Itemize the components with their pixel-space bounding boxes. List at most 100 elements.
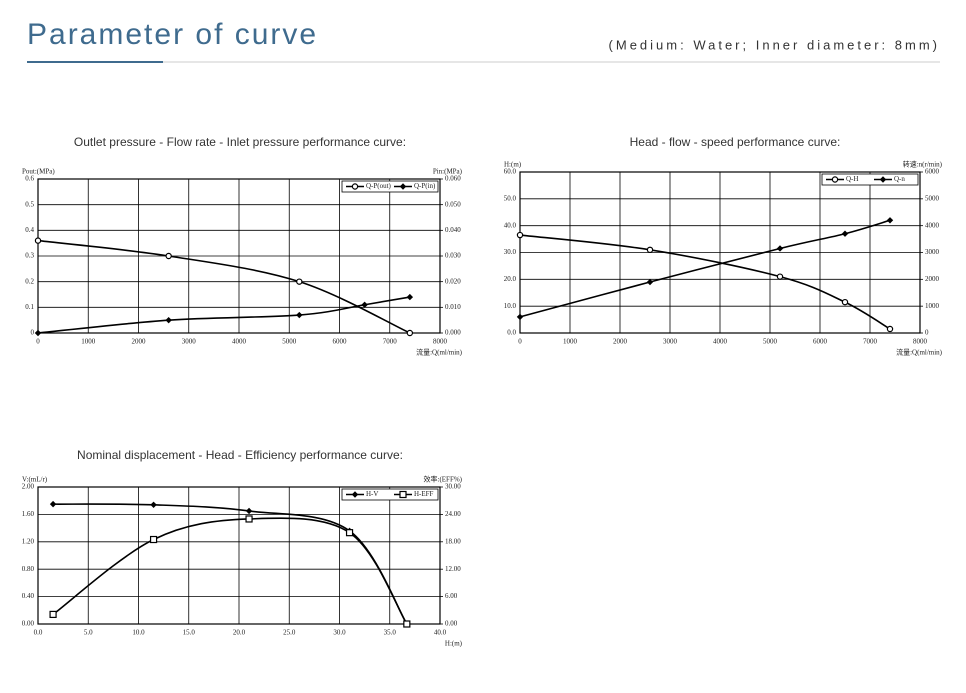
point (516, 231, 524, 239)
point (49, 500, 57, 508)
x-tick-label: 1000 (563, 338, 578, 346)
x-tick-label: 3000 (663, 338, 678, 346)
point (245, 507, 253, 515)
point (245, 515, 253, 523)
y2-axis-label: 效率:(EFF%) (424, 475, 463, 484)
y-tick-label: 0.0 (507, 329, 516, 337)
point (886, 217, 894, 224)
point (516, 313, 524, 321)
y2-tick-label: 5000 (925, 194, 940, 202)
y-tick-label: 20.0 (504, 275, 517, 283)
y-tick-label: 0 (31, 329, 35, 337)
x-tick-label: 8000 (913, 338, 928, 346)
y-tick-label: 0.00 (22, 620, 35, 628)
legend-label: Q-P(out) (366, 182, 392, 190)
y-tick-label: 0.6 (25, 175, 34, 183)
x-tick-label: 8000 (433, 338, 448, 346)
point (403, 620, 411, 628)
y-tick-label: 2.00 (22, 483, 35, 491)
legend-box (821, 173, 919, 186)
point (841, 230, 849, 237)
x-axis-label: H:(m) (445, 640, 463, 648)
x-tick-label: 20.0 (233, 629, 246, 637)
legend-label: H-V (366, 490, 378, 498)
y2-tick-label: 0.040 (445, 226, 461, 234)
y2-axis-label: Pin:(MPa) (433, 168, 463, 176)
point (34, 237, 42, 244)
x-tick-label: 2000 (613, 338, 628, 346)
point (165, 252, 172, 260)
y2-tick-label: 3000 (925, 248, 940, 256)
y-tick-label: 1.20 (22, 537, 35, 545)
point (776, 273, 784, 280)
y2-tick-label: 0.00 (445, 620, 458, 628)
legend-marker (831, 176, 839, 183)
x-tick-label: 0 (36, 338, 40, 346)
series-line (37, 239, 411, 334)
legend-marker (879, 176, 887, 183)
y-tick-label: 0.5 (25, 200, 34, 208)
point (361, 301, 368, 308)
y2-tick-label: 0.000 (445, 329, 461, 337)
x-tick-label: 5.0 (84, 629, 93, 637)
legend-box (341, 180, 439, 193)
legend-marker (351, 491, 359, 498)
point (165, 316, 172, 324)
y-axis-label: H:(m) (504, 161, 522, 169)
series-line (53, 503, 408, 625)
x-tick-label: 7000 (863, 338, 878, 346)
y2-tick-label: 1000 (925, 302, 940, 310)
x-tick-label: 5000 (763, 338, 778, 346)
point (296, 278, 303, 285)
legend-box (341, 488, 439, 501)
point (646, 278, 654, 286)
x-axis-label: 流量:Q(ml/min) (416, 348, 463, 357)
y-axis-label: Pout:(MPa) (22, 168, 55, 176)
legend-marker (399, 183, 407, 190)
y-tick-label: 30.0 (504, 248, 517, 256)
y2-tick-label: 18.00 (445, 537, 461, 545)
point (886, 325, 894, 333)
y2-tick-label: 0.030 (445, 252, 461, 260)
point (49, 610, 57, 619)
point (150, 501, 157, 509)
x-tick-label: 15.0 (183, 629, 196, 637)
y-axis-label: V:(mL/r) (22, 476, 48, 484)
y-tick-label: 50.0 (504, 194, 517, 202)
x-tick-label: 0 (518, 338, 522, 346)
x-tick-label: 25.0 (283, 629, 296, 637)
y-tick-label: 0.2 (25, 277, 34, 285)
y-tick-label: 0.40 (22, 592, 35, 600)
x-tick-label: 35.0 (384, 629, 397, 637)
page-title: Parameter of curve (27, 18, 318, 51)
x-tick-label: 7000 (383, 338, 398, 346)
point (406, 293, 414, 301)
point (406, 329, 414, 337)
y2-tick-label: 24.00 (445, 510, 461, 518)
series-line (37, 296, 410, 334)
point (34, 329, 42, 337)
legend-label: Q-n (894, 175, 905, 183)
page-subtitle: (Medium: Water; Inner diameter: 8mm) (609, 37, 940, 52)
y2-tick-label: 6000 (925, 168, 940, 176)
series-line (519, 219, 891, 318)
point (646, 246, 654, 254)
y-tick-label: 0.1 (25, 303, 34, 311)
legend-marker (399, 490, 407, 499)
legend-label: H-EFF (414, 490, 434, 498)
x-tick-label: 40.0 (434, 629, 447, 637)
chart-title: Outlet pressure - Flow rate - Inlet pres… (74, 135, 406, 149)
y2-tick-label: 0 (925, 329, 929, 337)
y-tick-label: 0.4 (25, 226, 34, 234)
x-tick-label: 10.0 (132, 629, 145, 637)
x-tick-label: 6000 (333, 338, 348, 346)
y2-tick-label: 6.00 (445, 592, 458, 600)
y2-axis-label: 转速:n(r/min) (903, 160, 943, 169)
y2-tick-label: 0.050 (445, 200, 461, 208)
y2-tick-label: 0.010 (445, 303, 461, 311)
x-tick-label: 4000 (713, 338, 728, 346)
x-tick-label: 1000 (81, 338, 96, 346)
legend-label: Q-H (846, 175, 858, 183)
chart-title: Nominal displacement - Head - Efficiency… (77, 448, 403, 462)
y-tick-label: 1.60 (22, 510, 35, 518)
